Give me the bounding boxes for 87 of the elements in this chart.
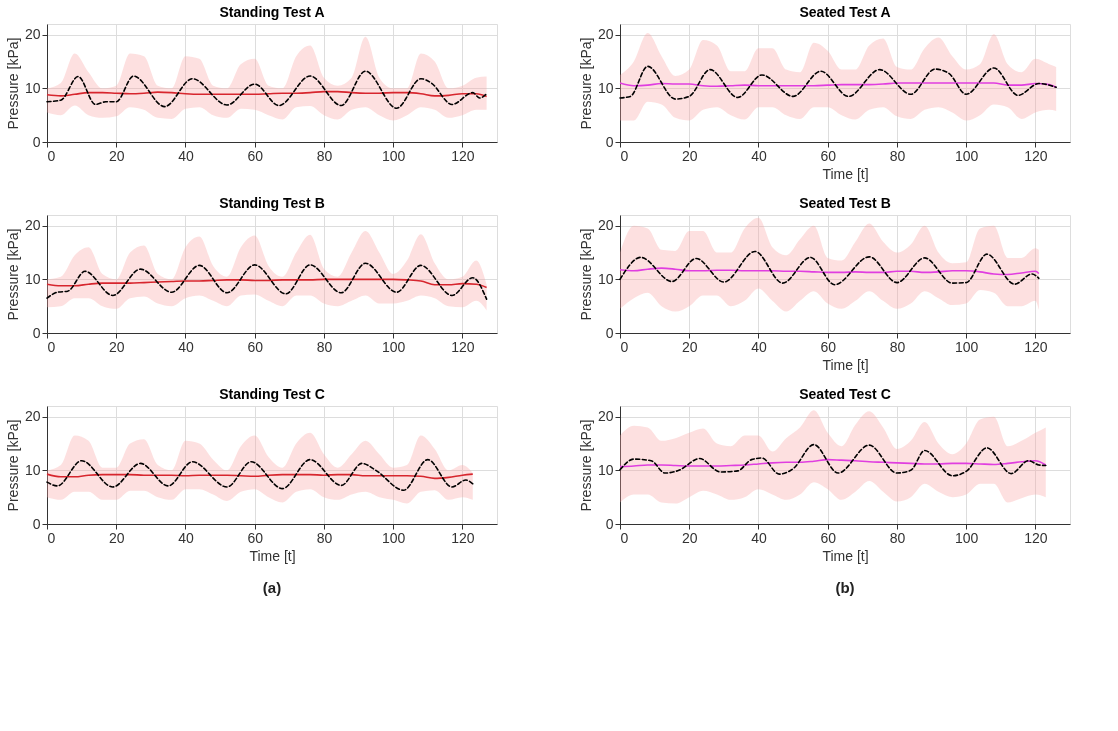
- y-tick-label: 10: [597, 461, 614, 478]
- y-tick-label: 0: [32, 324, 41, 341]
- line-series: [46, 262, 488, 301]
- chart-title: Seated Test A: [799, 4, 891, 20]
- x-tick-label: 40: [178, 529, 194, 546]
- x-tick-label: 100: [381, 338, 406, 355]
- x-tick-label: 0: [620, 529, 629, 546]
- line-series: [46, 278, 488, 289]
- line-series: [619, 443, 1047, 477]
- y-tick-label: 20: [24, 217, 41, 234]
- x-tick-label: 80: [889, 338, 906, 355]
- x-tick-label: 0: [47, 338, 56, 355]
- x-tick-label: 120: [451, 338, 475, 355]
- x-tick-label: 40: [751, 529, 767, 546]
- x-tick-label: 40: [751, 338, 767, 355]
- x-tick-label: 60: [820, 147, 837, 164]
- x-tick-label: 120: [1024, 529, 1048, 546]
- x-tick-label: 100: [381, 529, 406, 546]
- x-tick-label: 60: [247, 147, 264, 164]
- y-tick-label: 10: [24, 461, 41, 478]
- x-tick-label: 100: [954, 529, 979, 546]
- line-series: [619, 65, 1057, 100]
- y-tick-label: 10: [597, 79, 614, 96]
- y-tick-label: 0: [605, 133, 614, 150]
- x-tick-label: 100: [954, 147, 979, 164]
- y-axis-title: Pressure [kPa]: [577, 37, 594, 130]
- x-axis-title: Time [t]: [822, 547, 869, 564]
- chart-title: Seated Test B: [799, 195, 891, 211]
- y-tick-label: 20: [24, 26, 41, 43]
- y-axis-title: Pressure [kPa]: [4, 228, 21, 321]
- x-tick-label: 60: [247, 529, 264, 546]
- x-tick-label: 100: [381, 147, 406, 164]
- y-tick-label: 10: [24, 79, 41, 96]
- x-tick-label: 20: [108, 529, 125, 546]
- y-axis-title: Pressure [kPa]: [4, 37, 21, 130]
- x-tick-label: 80: [889, 147, 906, 164]
- chart-title: Standing Test A: [219, 4, 325, 20]
- line-series: [619, 458, 1047, 468]
- x-tick-label: 60: [247, 338, 264, 355]
- x-tick-label: 60: [820, 529, 837, 546]
- x-tick-label: 0: [47, 147, 56, 164]
- y-tick-label: 10: [597, 270, 614, 287]
- y-tick-label: 0: [32, 133, 41, 150]
- line-series: [46, 70, 488, 110]
- y-tick-label: 20: [597, 408, 614, 425]
- line-series: [46, 458, 474, 492]
- y-tick-label: 20: [24, 408, 41, 425]
- x-tick-label: 20: [108, 338, 125, 355]
- x-tick-label: 120: [451, 147, 475, 164]
- y-tick-label: 0: [605, 515, 614, 532]
- line-series: [619, 267, 1040, 276]
- x-tick-label: 20: [681, 529, 698, 546]
- x-tick-label: 40: [751, 147, 767, 164]
- chart-title: Standing Test B: [219, 195, 325, 211]
- text: (b): [835, 579, 855, 596]
- text: (a): [262, 579, 282, 596]
- y-tick-label: 20: [597, 217, 614, 234]
- x-tick-label: 80: [889, 529, 906, 546]
- y-axis-title: Pressure [kPa]: [577, 419, 594, 512]
- y-tick-label: 0: [605, 324, 614, 341]
- chart-title: Standing Test C: [219, 386, 325, 402]
- x-tick-label: 0: [47, 529, 56, 546]
- y-axis-title: Pressure [kPa]: [577, 228, 594, 321]
- x-axis-title: Time [t]: [822, 165, 869, 182]
- x-axis-title: Time [t]: [249, 547, 296, 564]
- x-tick-label: 20: [108, 147, 125, 164]
- x-tick-label: 40: [178, 147, 194, 164]
- y-axis-title: Pressure [kPa]: [4, 419, 21, 512]
- x-tick-label: 100: [954, 338, 979, 355]
- x-tick-label: 120: [1024, 338, 1048, 355]
- chart-title: Seated Test C: [799, 386, 891, 402]
- x-tick-label: 80: [316, 338, 333, 355]
- y-tick-label: 0: [32, 515, 41, 532]
- x-axis-title: Time [t]: [822, 356, 869, 373]
- x-tick-label: 0: [620, 338, 629, 355]
- x-tick-label: 80: [316, 529, 333, 546]
- x-tick-label: 120: [451, 529, 475, 546]
- x-tick-label: 60: [820, 338, 837, 355]
- x-tick-label: 0: [620, 147, 629, 164]
- x-tick-label: 120: [1024, 147, 1048, 164]
- y-tick-label: 20: [597, 26, 614, 43]
- y-tick-label: 10: [24, 270, 41, 287]
- x-tick-label: 20: [681, 147, 698, 164]
- x-tick-label: 40: [178, 338, 194, 355]
- x-tick-label: 80: [316, 147, 333, 164]
- line-series: [619, 250, 1040, 286]
- x-tick-label: 20: [681, 338, 698, 355]
